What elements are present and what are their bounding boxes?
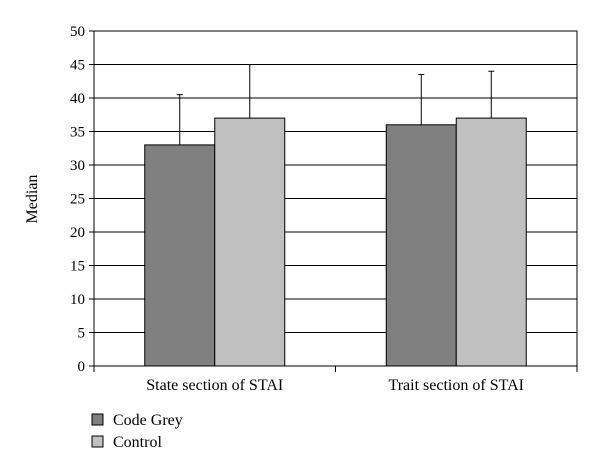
y-tick-label: 5 xyxy=(78,326,86,342)
x-category-labels: State section of STAI Trait section of ST… xyxy=(146,377,524,394)
axes xyxy=(89,30,578,372)
y-tick-label: 50 xyxy=(70,24,85,40)
y-tick-labels: 0 5 10 15 20 25 30 35 40 45 50 xyxy=(70,24,85,375)
y-tick-label: 30 xyxy=(70,158,85,174)
y-tick-label: 10 xyxy=(70,292,85,308)
y-tick-label: 35 xyxy=(70,125,85,141)
y-tick-label: 40 xyxy=(70,91,85,107)
legend-swatch xyxy=(91,435,104,448)
legend: Code Grey Control xyxy=(91,412,183,451)
y-axis-label: Median xyxy=(24,175,41,224)
x-category-label: State section of STAI xyxy=(146,377,283,394)
y-tick-label: 45 xyxy=(70,58,85,74)
x-category-label: Trait section of STAI xyxy=(389,377,524,394)
bar-control xyxy=(214,117,286,367)
bar-code-grey xyxy=(385,124,457,367)
y-tick-label: 20 xyxy=(70,225,85,241)
legend-label: Code Grey xyxy=(113,412,183,429)
y-tick-label: 0 xyxy=(78,359,86,375)
bar-control xyxy=(455,117,527,367)
bars xyxy=(144,117,527,367)
bar-code-grey xyxy=(144,144,216,367)
legend-swatch xyxy=(91,413,104,426)
y-tick-label: 25 xyxy=(70,192,85,208)
legend-label: Control xyxy=(113,434,162,451)
error-bars xyxy=(176,64,495,145)
y-tick-label: 15 xyxy=(70,259,85,275)
